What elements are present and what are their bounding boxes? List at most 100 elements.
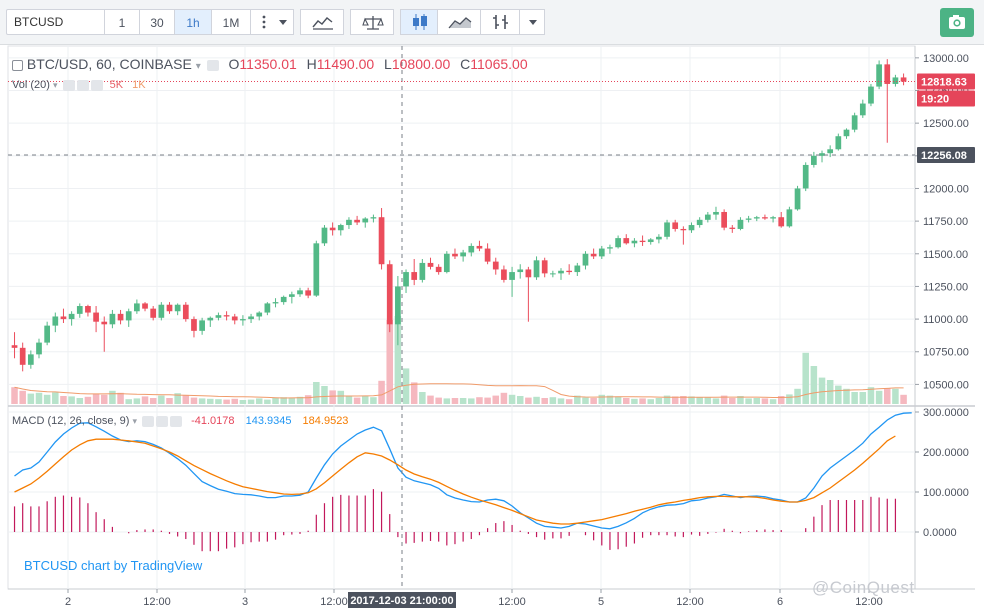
volume-bar: [361, 395, 369, 404]
volume-remove-icon[interactable]: [90, 79, 103, 91]
volume-bar: [198, 398, 206, 404]
symbol-search-input[interactable]: [6, 9, 108, 35]
macd-settings-icon[interactable]: [142, 415, 155, 427]
volume-bar: [370, 397, 377, 404]
candle-body: [631, 240, 638, 244]
candle-body: [762, 217, 768, 219]
volume-bar: [500, 392, 508, 404]
volume-bar: [451, 398, 459, 404]
volume-bar: [622, 398, 630, 404]
scales-icon: [362, 16, 384, 30]
ohlc-close: C11065.00: [460, 56, 528, 72]
volume-value: 5K: [109, 79, 124, 91]
volume-bar: [11, 387, 18, 404]
candle-body: [288, 294, 295, 297]
candle-body: [900, 77, 907, 82]
candle-body: [386, 264, 393, 325]
volume-bar: [76, 398, 84, 404]
crosshair-time-badge: 2017-12-03 21:00:00: [350, 595, 453, 607]
macd-tick-label: 0.0000: [923, 527, 957, 539]
legend-dropdown-icon[interactable]: ▾: [195, 61, 201, 72]
candle-body: [664, 222, 670, 237]
volume-bar: [402, 368, 410, 404]
volume-ma-path: [14, 383, 904, 399]
chart-canvas[interactable]: 13000.0012750.0012500.0012250.0012000.00…: [0, 44, 984, 615]
volume-bar: [663, 395, 671, 404]
indicators-button[interactable]: [300, 9, 344, 35]
bars-style-button[interactable]: [480, 9, 520, 35]
candle-body: [354, 219, 360, 223]
interval-dropdown-button[interactable]: [250, 9, 294, 35]
candle-body: [297, 290, 303, 295]
volume-bar: [68, 396, 75, 404]
candle-body: [329, 227, 336, 231]
volume-bar: [786, 394, 793, 404]
candle-body: [819, 153, 825, 156]
volume-format-icon[interactable]: [76, 79, 89, 91]
volume-bar: [516, 396, 524, 404]
chevron-down-icon: [529, 20, 537, 25]
price-tick-label: 12000.00: [923, 183, 969, 195]
volume-bar: [84, 396, 92, 404]
volume-bar: [207, 398, 214, 404]
candle-body: [876, 64, 882, 87]
volume-bar: [386, 320, 393, 404]
volume-bar: [680, 396, 687, 404]
crosshair-price-badge: 12256.08: [921, 150, 967, 162]
candle-body: [125, 311, 132, 321]
interval-30-button[interactable]: 30: [139, 9, 175, 35]
volume-dropdown-icon[interactable]: ▾: [52, 80, 58, 90]
interval-1-button[interactable]: 1: [104, 9, 140, 35]
candle-body: [109, 313, 116, 325]
candle-body: [859, 103, 866, 116]
candles-style-button[interactable]: [400, 9, 438, 35]
collapse-toggle-icon[interactable]: [12, 59, 23, 71]
volume-label: Vol (20): [12, 79, 50, 91]
ohlc-open: O11350.01: [228, 56, 297, 72]
macd-format-icon[interactable]: [156, 415, 169, 427]
compare-button[interactable]: [350, 9, 394, 35]
volume-bar: [231, 398, 239, 404]
volume-bar: [272, 398, 279, 404]
volume-settings-icon[interactable]: [62, 79, 75, 91]
volume-bar: [598, 394, 606, 404]
candle-body: [802, 164, 809, 189]
candle-body: [280, 296, 287, 303]
candle-body: [688, 225, 695, 231]
tradingview-watermark[interactable]: BTCUSD chart by TradingView: [24, 558, 203, 573]
candle-body: [68, 313, 75, 320]
volume-bar: [639, 398, 646, 404]
candle-body: [166, 304, 173, 312]
volume-bar: [35, 392, 43, 404]
price-tick-label: 11750.00: [923, 216, 968, 228]
candle-body: [525, 269, 532, 278]
chart-style-dropdown-button[interactable]: [519, 9, 545, 35]
snapshot-button[interactable]: [940, 8, 974, 37]
price-tick-label: 11250.00: [923, 281, 968, 293]
volume-bar: [843, 388, 850, 404]
volume-bar: [671, 396, 679, 404]
crosshair-time-badge-bg: [348, 592, 456, 608]
price-tick-label: 11500.00: [923, 249, 968, 261]
macd-tick-label: 300.0000: [923, 407, 969, 419]
volume-legend: Vol (20) ▾ 5K 1K: [12, 79, 146, 91]
volume-bar: [541, 398, 548, 404]
macd-remove-icon[interactable]: [170, 415, 183, 427]
area-style-button[interactable]: [437, 9, 481, 35]
candle-body: [85, 306, 91, 313]
candle-body: [452, 253, 458, 257]
volume-bar: [525, 397, 532, 404]
candle-body: [191, 319, 197, 331]
countdown-badge-bg: [917, 90, 975, 107]
candle-body: [337, 225, 344, 231]
legend-settings-icon[interactable]: [206, 59, 219, 71]
interval-1M-button[interactable]: 1M: [211, 9, 251, 35]
volume-bar: [777, 396, 785, 404]
volume-bar: [468, 398, 475, 404]
volume-bar: [410, 382, 418, 404]
candle-body: [753, 217, 760, 219]
volume-bar: [753, 398, 761, 404]
time-tick-label: 12:00: [676, 596, 704, 608]
macd-dropdown-icon[interactable]: ▾: [132, 416, 137, 426]
interval-1h-button[interactable]: 1h: [174, 9, 212, 35]
